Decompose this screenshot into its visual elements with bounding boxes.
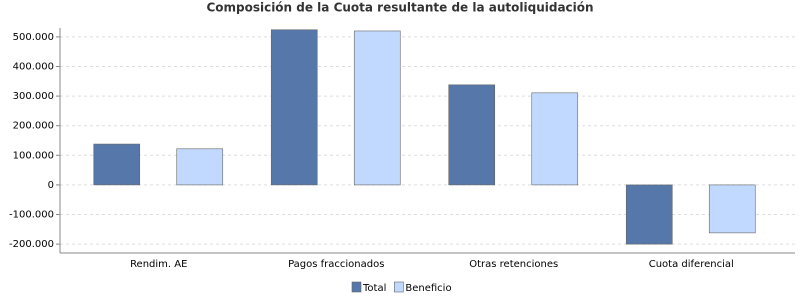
legend-label: Total <box>362 283 386 294</box>
y-tick-label: -100.000 <box>9 210 54 221</box>
y-tick-label: 400.000 <box>13 61 54 72</box>
bar <box>270 29 318 186</box>
x-tick-label: Rendim. AE <box>130 259 187 270</box>
chart-title: Composición de la Cuota resultante de la… <box>206 1 593 15</box>
y-tick-label: -200.000 <box>9 239 54 250</box>
bar <box>353 30 401 186</box>
x-tick-label: Otras retenciones <box>469 259 558 270</box>
bar <box>531 92 579 186</box>
y-tick-label: 200.000 <box>13 121 54 132</box>
legend-swatch <box>394 281 404 293</box>
bar <box>176 148 224 186</box>
y-tick-label: 100.000 <box>13 150 54 161</box>
bar <box>448 84 496 186</box>
bar <box>625 184 673 245</box>
y-tick-label: 0 <box>48 180 54 191</box>
y-tick-label: 500.000 <box>13 32 54 43</box>
bar <box>93 143 141 186</box>
x-tick-label: Pagos fraccionados <box>288 259 384 270</box>
y-tick-label: 300.000 <box>13 91 54 102</box>
x-tick-label: Cuota diferencial <box>649 259 734 270</box>
legend-label: Beneficio <box>405 283 451 294</box>
legend-swatch <box>351 281 362 293</box>
bar <box>708 184 756 234</box>
